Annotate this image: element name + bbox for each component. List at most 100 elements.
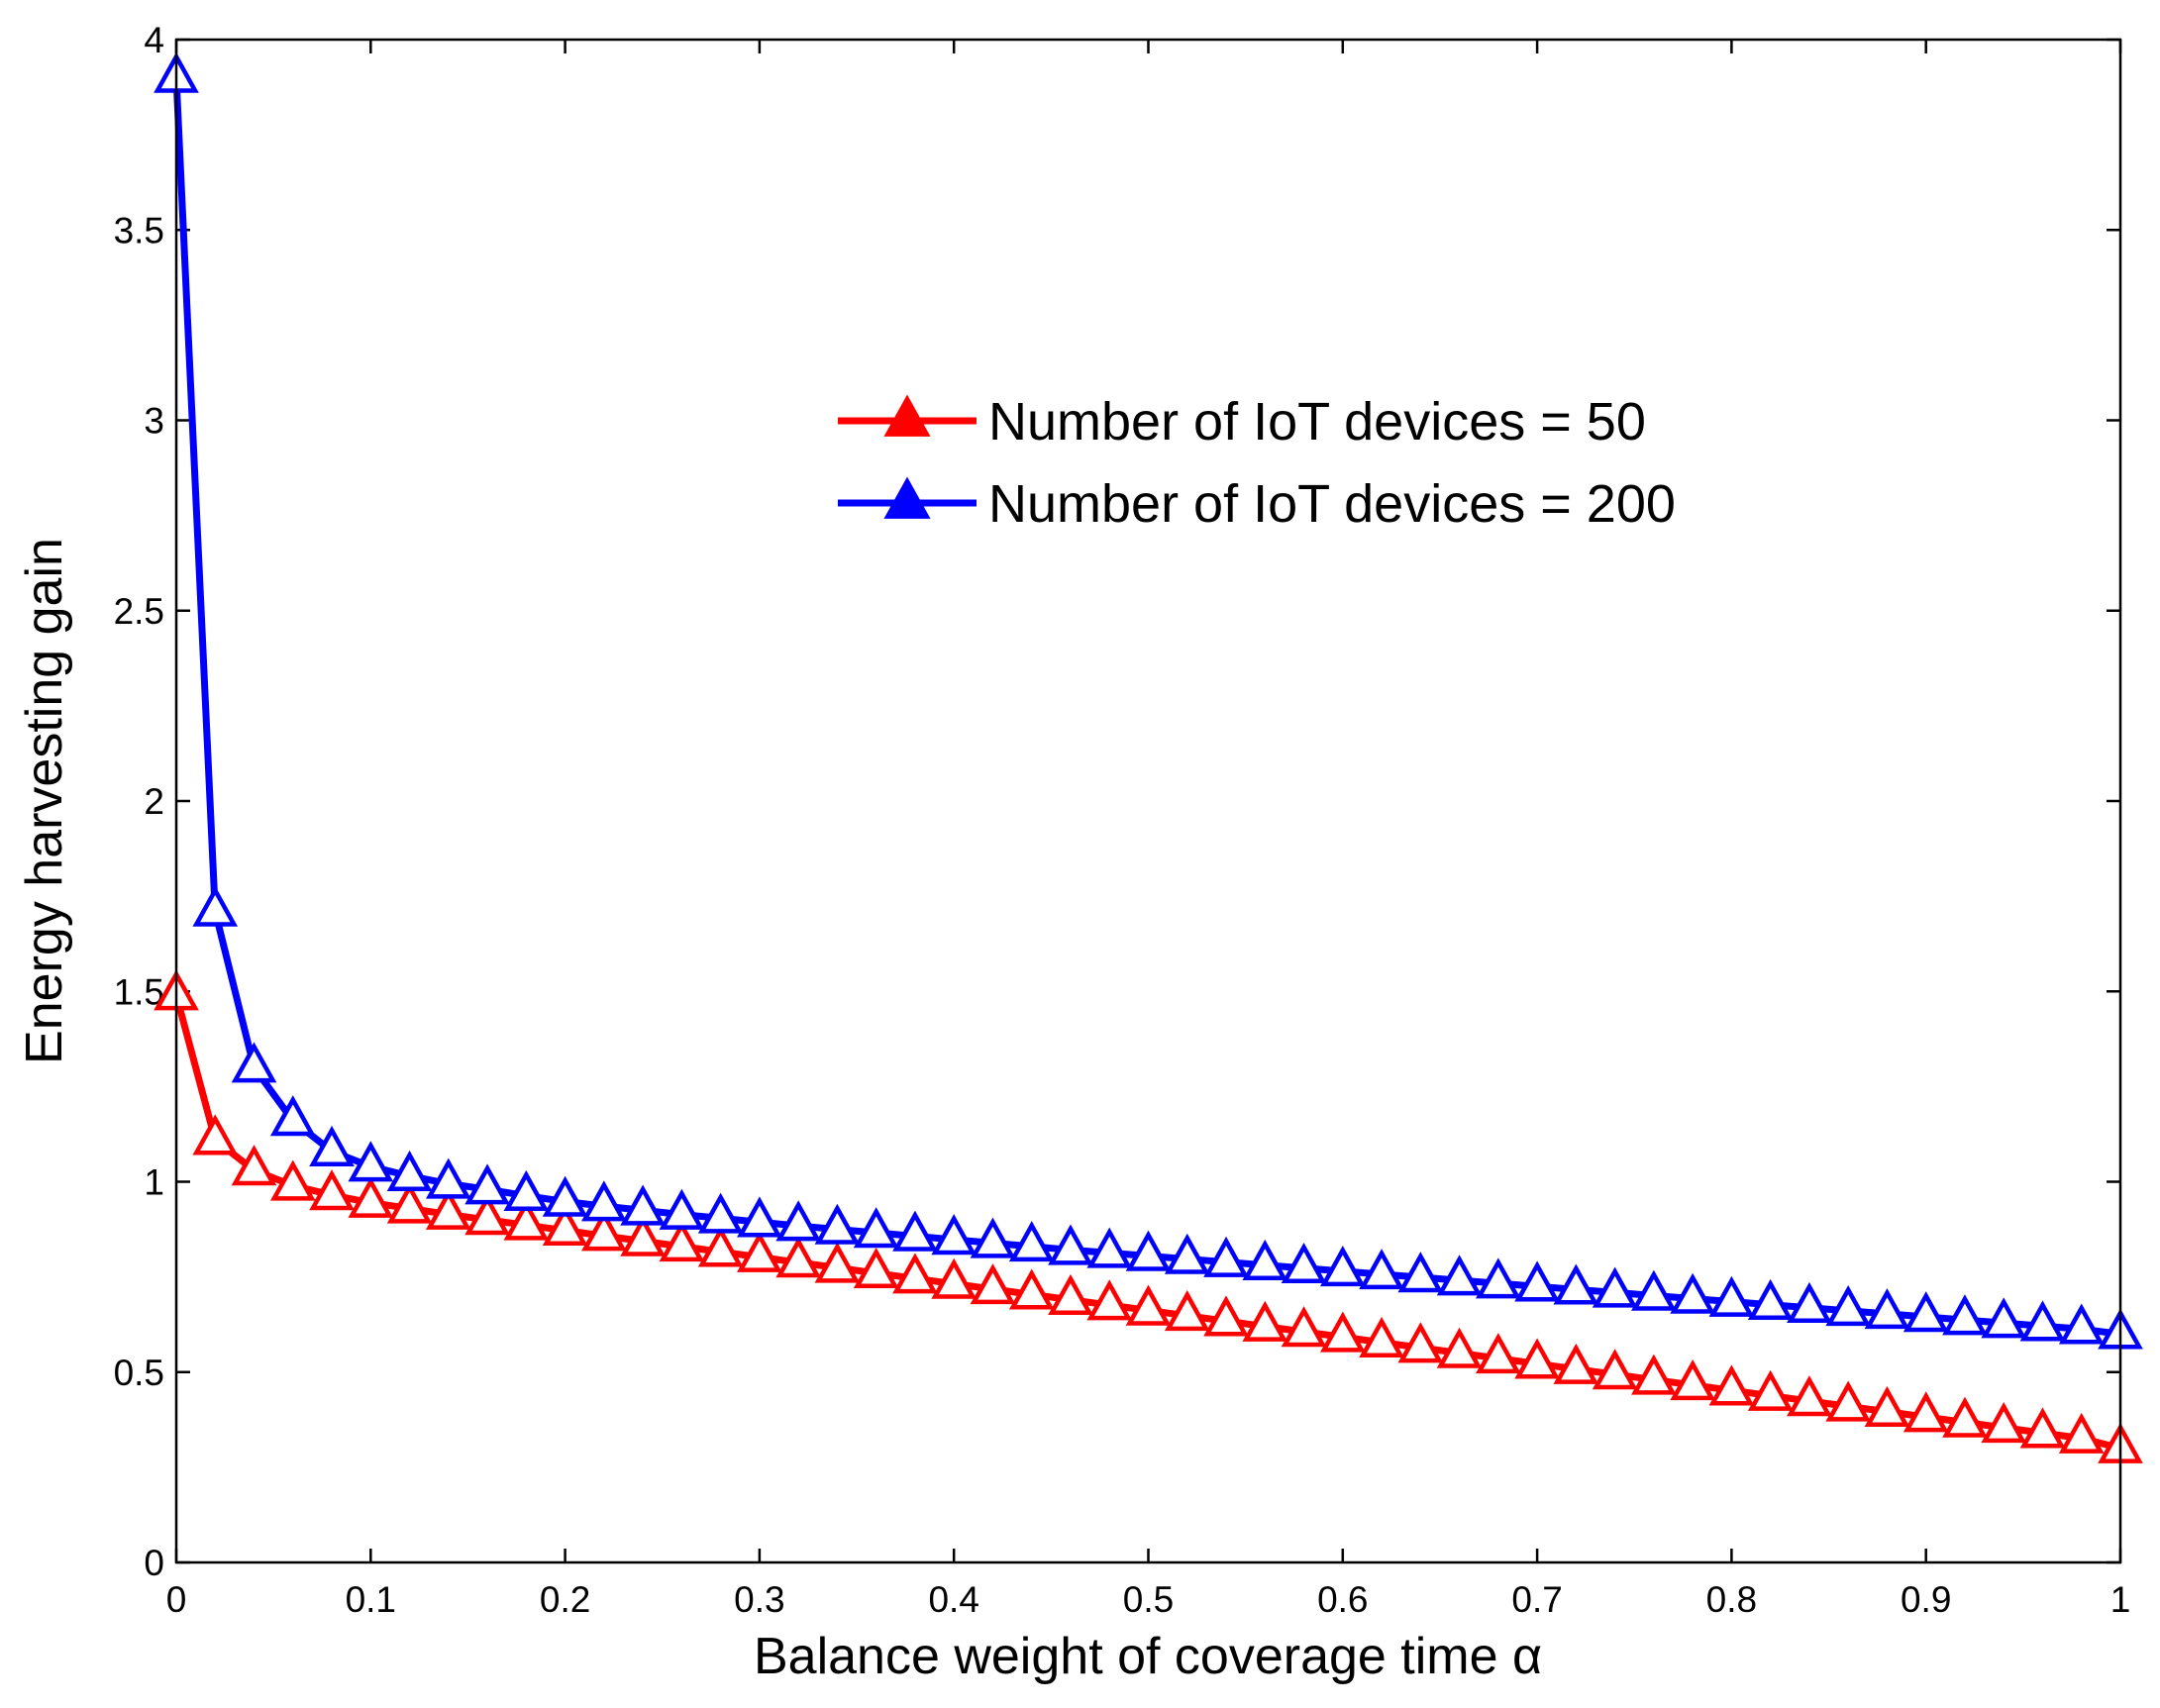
data-point xyxy=(386,1182,433,1224)
data-point xyxy=(814,1242,861,1283)
data-point xyxy=(192,1114,239,1155)
data-point xyxy=(1359,1249,1404,1290)
legend-marker xyxy=(883,476,931,519)
data-point xyxy=(231,1145,277,1186)
data-point xyxy=(737,1231,782,1272)
data-point xyxy=(542,1175,588,1217)
y-tick-label: 0.5 xyxy=(114,1353,164,1393)
data-point xyxy=(1048,1273,1093,1315)
data-point xyxy=(1436,1327,1483,1368)
data-point xyxy=(1592,1349,1638,1390)
data-point xyxy=(309,1169,355,1211)
legend-marker xyxy=(883,394,931,437)
data-point xyxy=(1319,1311,1366,1353)
data-point xyxy=(1008,1268,1055,1310)
data-point xyxy=(1864,1385,1910,1427)
data-point xyxy=(425,1157,471,1199)
x-tick-label: 1 xyxy=(2110,1579,2131,1620)
data-point xyxy=(1708,1364,1755,1406)
data-point xyxy=(1670,1272,1715,1314)
x-axis-title: Balance weight of coverage time α xyxy=(754,1628,1542,1685)
x-tick-label: 0.2 xyxy=(540,1579,590,1620)
data-point xyxy=(1708,1275,1755,1317)
data-point xyxy=(1359,1316,1404,1358)
data-point xyxy=(1670,1358,1715,1401)
data-point xyxy=(931,1214,977,1256)
y-tick-label: 2.5 xyxy=(114,591,164,632)
data-point xyxy=(892,1253,938,1294)
y-tick-label: 3 xyxy=(144,401,164,442)
data-point xyxy=(737,1196,782,1238)
data-point xyxy=(386,1150,433,1191)
data-point xyxy=(1242,1239,1288,1280)
data-point xyxy=(581,1180,627,1222)
x-tick-label: 0.5 xyxy=(1123,1579,1174,1620)
data-point xyxy=(464,1194,510,1236)
data-point xyxy=(1281,1306,1327,1348)
data-point xyxy=(503,1169,550,1211)
data-point xyxy=(269,1095,316,1137)
x-tick-label: 0.4 xyxy=(928,1579,978,1620)
data-point xyxy=(581,1210,627,1252)
data-point xyxy=(269,1159,316,1201)
series-0 xyxy=(154,969,2143,1463)
data-point xyxy=(192,885,239,927)
data-point xyxy=(1203,1236,1249,1277)
legend: Number of IoT devices = 50 Number of IoT … xyxy=(838,392,1676,534)
data-point xyxy=(1825,1380,1872,1422)
data-point xyxy=(1319,1246,1366,1287)
data-point xyxy=(620,1184,666,1226)
plot-area-frame xyxy=(174,38,2122,1564)
x-tick-label: 0.8 xyxy=(1706,1579,1757,1620)
y-tick-label: 1 xyxy=(144,1162,164,1203)
data-point xyxy=(2058,1412,2105,1454)
x-tick-label: 0.9 xyxy=(1901,1579,1951,1620)
data-point xyxy=(1281,1242,1327,1284)
data-point xyxy=(1553,1343,1599,1384)
data-point xyxy=(1436,1255,1483,1296)
x-tick-label: 0.6 xyxy=(1317,1579,1368,1620)
data-point xyxy=(931,1257,977,1299)
data-point xyxy=(348,1176,394,1218)
data-point xyxy=(1164,1290,1210,1332)
x-tick-label: 0 xyxy=(166,1579,187,1620)
ticks-layer: 0 0.1 0.2 0.3 0.4 0.5 0.6 0.7 0.8 0.9 1 0 0.5 1 1.5 2 2.… xyxy=(114,20,2131,1620)
data-point xyxy=(1048,1224,1093,1265)
data-point xyxy=(1514,1260,1560,1302)
data-point xyxy=(309,1125,355,1166)
y-tick-label: 3.5 xyxy=(114,210,164,251)
data-point xyxy=(659,1188,705,1230)
data-point xyxy=(1086,1227,1133,1268)
data-point xyxy=(542,1204,588,1246)
y-tick-label: 2 xyxy=(144,781,164,822)
legend-entry-1: Number of IoT devices = 200 xyxy=(838,474,1676,534)
data-point xyxy=(1125,1284,1172,1326)
data-point xyxy=(1942,1396,1988,1438)
data-point xyxy=(814,1203,861,1245)
data-point xyxy=(970,1217,1016,1258)
data-point xyxy=(1164,1233,1210,1274)
x-tick-label: 0.7 xyxy=(1511,1579,1562,1620)
data-point xyxy=(1476,1257,1521,1299)
data-point xyxy=(970,1263,1016,1305)
data-point xyxy=(1476,1333,1521,1374)
y-tick-label: 4 xyxy=(144,20,164,60)
data-point xyxy=(231,1042,277,1083)
data-point xyxy=(1942,1294,1988,1336)
data-point xyxy=(1903,1391,1949,1433)
data-point xyxy=(1864,1288,1910,1330)
series-1 xyxy=(154,51,2143,1350)
legend-entry-0: Number of IoT devices = 50 xyxy=(838,392,1646,452)
legend-label: Number of IoT devices = 50 xyxy=(988,392,1646,452)
data-point xyxy=(1125,1230,1172,1271)
data-point xyxy=(697,1226,744,1267)
data-point xyxy=(697,1192,744,1234)
data-point xyxy=(1903,1291,1949,1333)
data-point xyxy=(1553,1263,1599,1305)
data-point xyxy=(775,1200,821,1242)
y-tick-label: 0 xyxy=(144,1543,164,1583)
data-point xyxy=(853,1207,899,1249)
data-point xyxy=(1631,1354,1677,1395)
